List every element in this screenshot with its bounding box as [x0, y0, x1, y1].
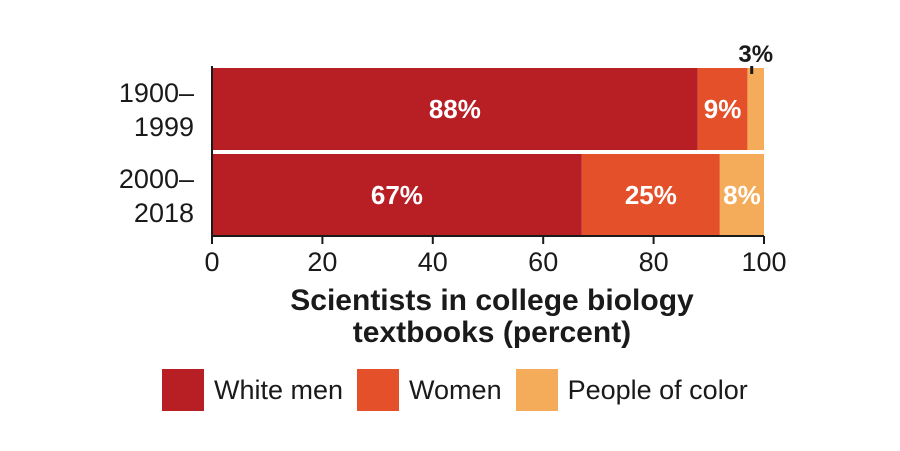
bar-segment	[697, 68, 748, 150]
x-tick-label: 100	[741, 247, 786, 277]
bar-segment	[719, 154, 764, 236]
x-tick-label: 40	[418, 247, 448, 277]
bar-segment	[747, 68, 764, 150]
x-tick-label: 20	[307, 247, 337, 277]
stacked-bar-chart: 1900– 1999 88% 9% 3% 2000– 2018 67% 25% 8% 0 20 40 60…	[119, 41, 787, 277]
category-label: 2000–	[119, 164, 194, 194]
x-tick-label: 80	[639, 247, 669, 277]
bar-segment	[581, 154, 720, 236]
legend-item-white-men: White men	[162, 369, 343, 411]
bar-segment	[212, 68, 698, 150]
category-label: 1900–	[119, 78, 194, 108]
data-label: 88%	[429, 94, 481, 124]
data-label: 8%	[723, 180, 761, 210]
data-label: 67%	[371, 180, 423, 210]
legend-swatch-white-men	[162, 369, 204, 411]
legend-label-people-of-color: People of color	[567, 374, 748, 405]
x-axis-title-line-1: Scientists in college biology	[290, 284, 694, 317]
bar-segment	[212, 154, 582, 236]
x-axis-title-line-2: textbooks (percent)	[352, 316, 632, 349]
data-label: 9%	[704, 94, 742, 124]
data-label: 25%	[625, 180, 677, 210]
legend-label-women: Women	[409, 374, 502, 405]
x-tick-label: 60	[528, 247, 558, 277]
legend-swatch-people-of-color	[515, 369, 558, 411]
data-label: 3%	[738, 41, 773, 68]
legend-item-women: Women	[357, 369, 502, 411]
legend-swatch-women	[357, 369, 400, 411]
category-label: 2018	[134, 198, 194, 228]
category-label: 1999	[134, 112, 194, 142]
legend: White men Women People of color	[162, 369, 762, 411]
x-tick-label: 0	[204, 247, 219, 277]
legend-item-people-of-color: People of color	[515, 369, 748, 411]
legend-label-white-men: White men	[214, 374, 344, 405]
